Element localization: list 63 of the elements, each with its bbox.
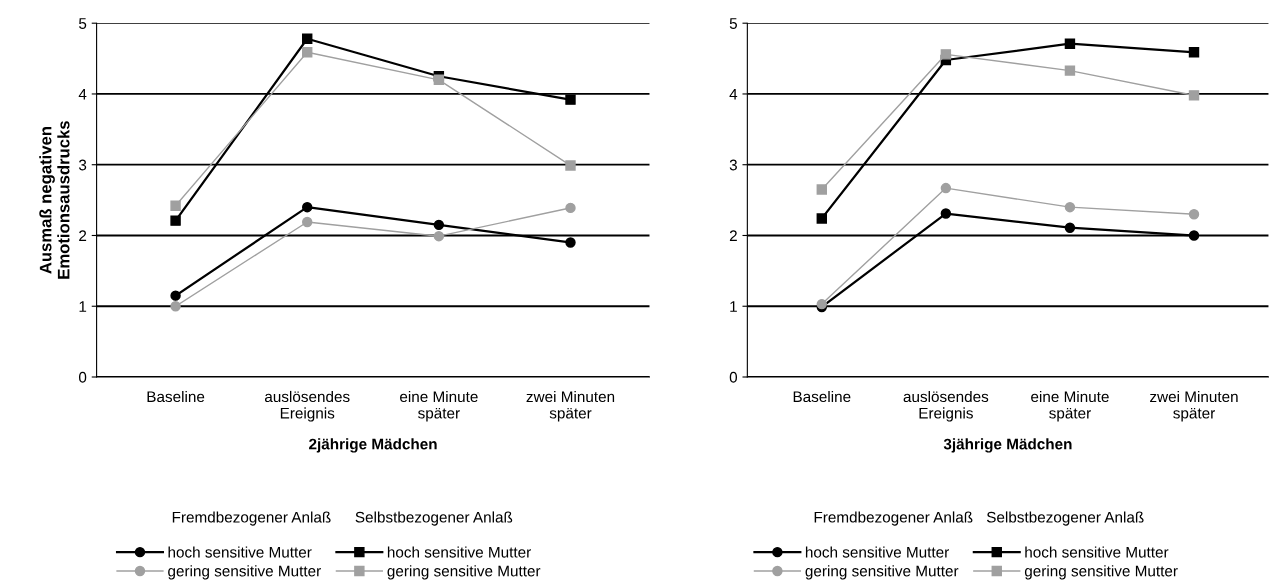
point	[170, 290, 181, 301]
y-tick-label: 2	[79, 230, 87, 242]
x-axis-title: 2jährige Mädchen	[309, 438, 437, 453]
x-tick-label: zwei Minuten später	[526, 390, 615, 422]
legend-label: gering sensitive Mutter	[387, 565, 541, 580]
y-tick-label: 1	[79, 301, 87, 312]
y-tick-label: 5	[78, 18, 87, 29]
x-tick-label: auslösendes Ereignis	[264, 390, 350, 422]
point	[940, 49, 952, 60]
point	[302, 201, 313, 213]
point	[1188, 230, 1200, 241]
legend-label: gering sensitive Mutter	[168, 565, 321, 580]
point	[302, 33, 313, 44]
y-tick-label: 0	[78, 371, 87, 383]
point	[433, 230, 445, 242]
point	[170, 301, 181, 312]
legend-label: hoch sensitive Mutter	[168, 546, 312, 558]
x-tick-label: auslösendes Ereignis	[903, 390, 989, 422]
point	[1188, 209, 1200, 220]
point	[565, 160, 576, 171]
text: Fremdbezogener Anlaß	[172, 511, 331, 526]
legend-label: gering sensitive Mutter	[1024, 565, 1178, 580]
point	[816, 184, 828, 195]
x-tick-label: eine Minute später	[400, 390, 478, 422]
legend-label: hoch sensitive Mutter	[805, 546, 949, 558]
y-axis-title: Ausmaß negativen Emotionsausdrucks	[39, 121, 70, 279]
point	[565, 94, 576, 105]
x-tick-label: Baseline	[793, 390, 851, 403]
point	[816, 213, 828, 224]
text: Fremdbezogener Anlaß	[814, 511, 973, 526]
point	[302, 47, 313, 58]
point	[565, 237, 576, 248]
y-tick-label: 3	[78, 159, 87, 171]
legend-label: gering sensitive Mutter	[805, 565, 959, 580]
text: Selbstbezogener Anlaß	[355, 511, 513, 526]
point	[1064, 38, 1076, 49]
legend-label: hoch sensitive Mutter	[1025, 546, 1169, 558]
point	[170, 200, 181, 211]
point	[433, 219, 445, 231]
x-tick-label: zwei Minuten später	[1150, 390, 1238, 422]
y-tick-label: 2	[729, 230, 737, 242]
y-tick-label: 3	[729, 159, 737, 171]
x-axis-title: 3jährige Mädchen	[943, 438, 1072, 453]
x-tick-label: eine Minute später	[1031, 390, 1109, 422]
point	[1064, 222, 1076, 233]
point	[1064, 65, 1076, 76]
point	[1188, 90, 1200, 101]
legend-label: hoch sensitive Mutter	[387, 546, 531, 558]
y-tick-label: 4	[78, 88, 87, 100]
y-tick-label: 5	[729, 18, 737, 29]
y-tick-label: 4	[729, 88, 738, 100]
point	[170, 215, 181, 226]
point	[433, 74, 445, 86]
point	[940, 208, 952, 219]
point	[565, 202, 576, 214]
point	[940, 182, 952, 194]
text: Selbstbezogener Anlaß	[986, 511, 1144, 526]
point	[1188, 47, 1200, 58]
y-tick-label: 1	[730, 301, 737, 312]
point	[302, 216, 313, 228]
y-tick-label: 0	[729, 371, 738, 383]
x-tick-label: Baseline	[147, 390, 205, 403]
point	[1064, 201, 1076, 213]
